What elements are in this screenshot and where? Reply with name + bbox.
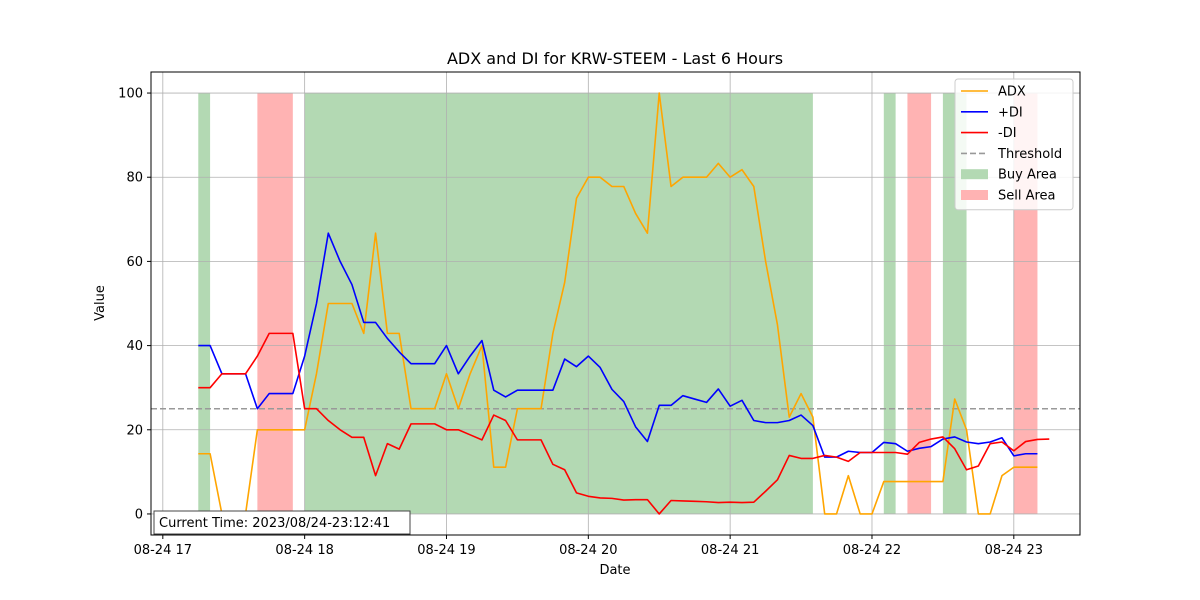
plot-frame: [150, 71, 1081, 536]
legend-item: +DI: [961, 105, 1023, 120]
x-tick-label: 08-24 21: [701, 543, 759, 558]
x-tick-label: 08-24 23: [985, 543, 1043, 558]
series-line-di: [198, 232, 1038, 458]
buy-area: [198, 93, 211, 514]
legend: ADX +DI -DI Threshold Buy Area Sell Area: [954, 78, 1074, 211]
series-layer: [198, 92, 1050, 515]
x-tick-label: 08-24 20: [559, 543, 617, 558]
legend-swatch: [961, 190, 988, 200]
chart-title: ADX and DI for KRW-STEEM - Last 6 Hours: [447, 49, 783, 68]
y-tick-label: 20: [126, 423, 143, 438]
legend-label: Sell Area: [998, 189, 1056, 204]
x-tick-label: 08-24 17: [134, 543, 192, 558]
legend-label: ADX: [998, 85, 1026, 100]
legend-label: +DI: [998, 105, 1023, 120]
y-axis-label: Value: [93, 285, 108, 321]
x-axis-ticks: 08-24 17 08-24 18 08-24 19 08-24 20 08-24 21…: [134, 535, 1043, 558]
x-tick-label: 08-24 22: [843, 543, 901, 558]
legend-item: Sell Area: [961, 189, 1056, 204]
y-tick-label: 100: [118, 87, 143, 102]
legend-label: Threshold: [997, 147, 1062, 162]
x-tick-label: 08-24 18: [275, 543, 333, 558]
buy-area: [304, 93, 813, 514]
y-tick-label: 80: [126, 171, 143, 186]
x-axis-label: Date: [599, 563, 630, 578]
legend-item: Buy Area: [961, 168, 1057, 183]
sell-area: [257, 93, 293, 514]
current-time-annotation: Current Time: 2023/08/24-23:12:41: [153, 510, 411, 535]
y-tick-label: 40: [126, 339, 143, 354]
series-line-adx: [198, 92, 1038, 515]
y-axis-ticks: 0 20 40 60 80 100: [118, 87, 151, 522]
legend-swatch: [961, 169, 988, 180]
current-time-text: Current Time: 2023/08/24-23:12:41: [159, 516, 390, 531]
legend-item: Threshold: [961, 147, 1062, 162]
x-tick-label: 08-24 19: [417, 543, 475, 558]
legend-item: -DI: [961, 126, 1017, 141]
y-tick-label: 60: [126, 255, 143, 270]
legend-label: Buy Area: [998, 168, 1057, 183]
legend-item: ADX: [961, 85, 1026, 100]
series-line-di: [198, 332, 1050, 515]
legend-label: -DI: [998, 126, 1017, 141]
buy-area: [883, 93, 896, 514]
grid-lines: [151, 72, 1080, 535]
y-tick-label: 0: [135, 507, 143, 522]
